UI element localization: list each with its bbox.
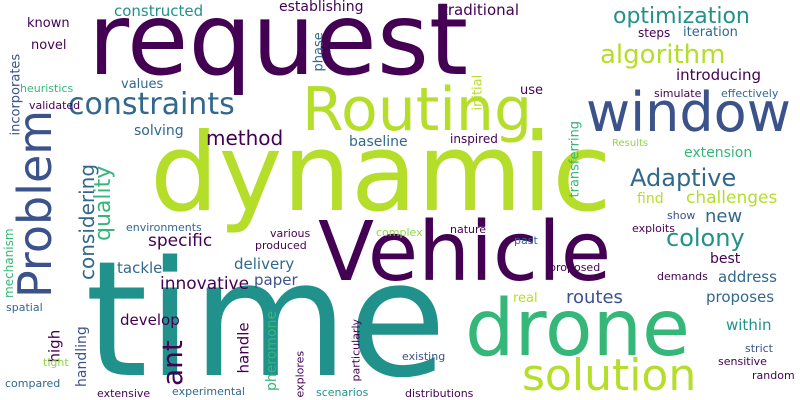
word-within: within — [726, 316, 772, 334]
word-novel: novel — [31, 38, 67, 53]
word-explores: explores — [293, 350, 307, 398]
word-various: various — [270, 227, 311, 240]
word-complex: complex — [376, 226, 423, 239]
word-establishing: establishing — [279, 0, 364, 15]
word-window: window — [586, 81, 791, 144]
word-results: Results — [612, 138, 649, 149]
word-dynamic: dynamic — [150, 111, 612, 236]
word-problem: Problem — [8, 109, 62, 298]
word-random: random — [752, 369, 795, 382]
word-traditional: traditional — [442, 1, 520, 19]
word-produced: produced — [255, 239, 307, 252]
word-tackle: tackle — [117, 259, 163, 277]
word-heuristics: heuristics — [20, 82, 74, 95]
word-find: find — [637, 191, 664, 207]
word-environments: environments — [126, 221, 202, 234]
word-baseline: baseline — [349, 134, 408, 150]
word-real: real — [513, 291, 538, 306]
word-iteration: iteration — [683, 25, 738, 40]
word-time: time — [85, 226, 447, 400]
word-spatial: spatial — [6, 301, 43, 314]
word-challenges: challenges — [686, 188, 778, 208]
word-proposed: proposed — [549, 261, 601, 274]
word-delivery: delivery — [234, 255, 295, 273]
word-existing: existing — [402, 350, 446, 363]
word-initial: initial — [470, 74, 486, 111]
word-ant: ant — [156, 340, 189, 386]
word-use: use — [520, 83, 544, 98]
word-vehicle: Vehicle — [318, 205, 612, 300]
word-demands: demands — [657, 270, 708, 283]
word-best: best — [710, 251, 741, 267]
word-handling: handling — [74, 326, 90, 387]
word-tight: tight — [43, 356, 69, 369]
word-pheromone: pheromone — [264, 310, 280, 391]
word-distributions: distributions — [405, 387, 474, 400]
word-algorithm: algorithm — [600, 40, 726, 70]
word-proposes: proposes — [706, 288, 775, 306]
word-past: past — [514, 234, 538, 247]
word-nature: nature — [450, 223, 487, 236]
word-values: values — [121, 77, 164, 92]
word-steps: steps — [638, 26, 671, 40]
word-specific: specific — [148, 231, 213, 251]
word-effectively: effectively — [721, 87, 779, 100]
word-mechanism: mechanism — [2, 228, 16, 298]
word-method: method — [206, 126, 284, 150]
word-solution: solution — [522, 350, 697, 400]
word-address: address — [718, 268, 777, 286]
word-introducing: introducing — [676, 66, 762, 84]
word-extension: extension — [684, 145, 753, 161]
word-colony: colony — [666, 224, 745, 252]
word-scenarios: scenarios — [316, 386, 369, 399]
word-optimization: optimization — [613, 4, 750, 29]
word-simulate: simulate — [654, 87, 702, 100]
word-extensive: extensive — [97, 387, 151, 400]
word-adaptive: Adaptive — [630, 164, 737, 192]
word-handle: handle — [234, 322, 253, 374]
word-innovative: innovative — [160, 274, 250, 294]
word-solving: solving — [134, 123, 184, 139]
word-compared: compared — [5, 377, 61, 390]
word-constructed: constructed — [114, 2, 204, 20]
word-inspired: inspired — [450, 132, 498, 146]
word-show: show — [667, 209, 696, 222]
word-request: request — [88, 0, 469, 98]
word-routing: Routing — [302, 75, 533, 145]
word-paper: paper — [254, 271, 298, 289]
word-strict: strict — [745, 342, 773, 355]
word-phase: phase — [311, 32, 327, 72]
word-routes: routes — [566, 287, 623, 308]
word-quality: quality — [91, 165, 116, 241]
word-drone: drone — [465, 284, 691, 374]
word-experimental: experimental — [172, 385, 245, 398]
word-develop: develop — [120, 311, 180, 329]
word-constraints: constraints — [68, 87, 235, 122]
word-validated: validated — [29, 99, 81, 112]
word-transferring: transferring — [567, 120, 583, 198]
word-sensitive: sensitive — [718, 355, 767, 368]
word-particularly: particularly — [349, 318, 363, 382]
word-new: new — [705, 206, 743, 227]
word-known: known — [27, 16, 70, 31]
word-exploits: exploits — [632, 222, 675, 235]
